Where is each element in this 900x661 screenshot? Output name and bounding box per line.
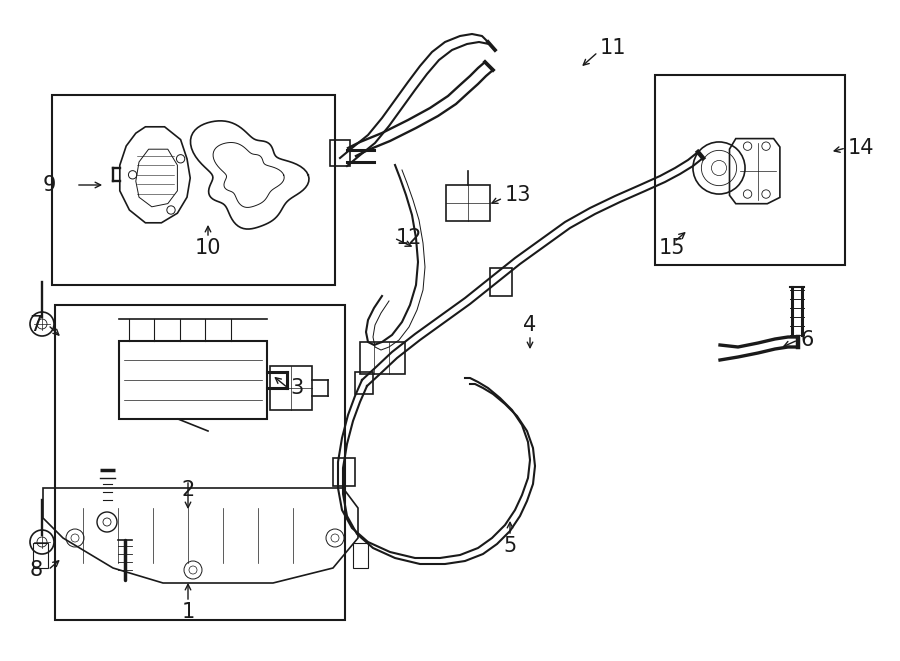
Text: 8: 8 [30, 560, 42, 580]
Bar [33, 543, 48, 568]
Text: 6: 6 [800, 330, 814, 350]
Text: 3: 3 [290, 378, 303, 398]
Bar [52, 95, 335, 285]
Bar [655, 75, 845, 265]
Bar [490, 268, 512, 296]
Bar [330, 140, 350, 166]
Bar [360, 342, 405, 374]
Bar [55, 305, 345, 620]
Bar [446, 185, 490, 221]
Text: 11: 11 [600, 38, 626, 58]
Text: 4: 4 [524, 315, 536, 335]
Bar [270, 366, 312, 410]
Text: 15: 15 [659, 238, 685, 258]
Text: 1: 1 [182, 602, 194, 622]
Text: 9: 9 [42, 175, 56, 195]
Bar [119, 341, 267, 419]
Text: 10: 10 [194, 238, 221, 258]
Text: 2: 2 [182, 480, 194, 500]
Text: 5: 5 [503, 536, 517, 556]
Bar [355, 372, 373, 394]
Bar [353, 543, 368, 568]
Text: 14: 14 [848, 138, 875, 158]
Text: 7: 7 [30, 315, 42, 335]
Text: 12: 12 [396, 228, 422, 248]
Text: 13: 13 [505, 185, 532, 205]
Bar [333, 458, 355, 486]
